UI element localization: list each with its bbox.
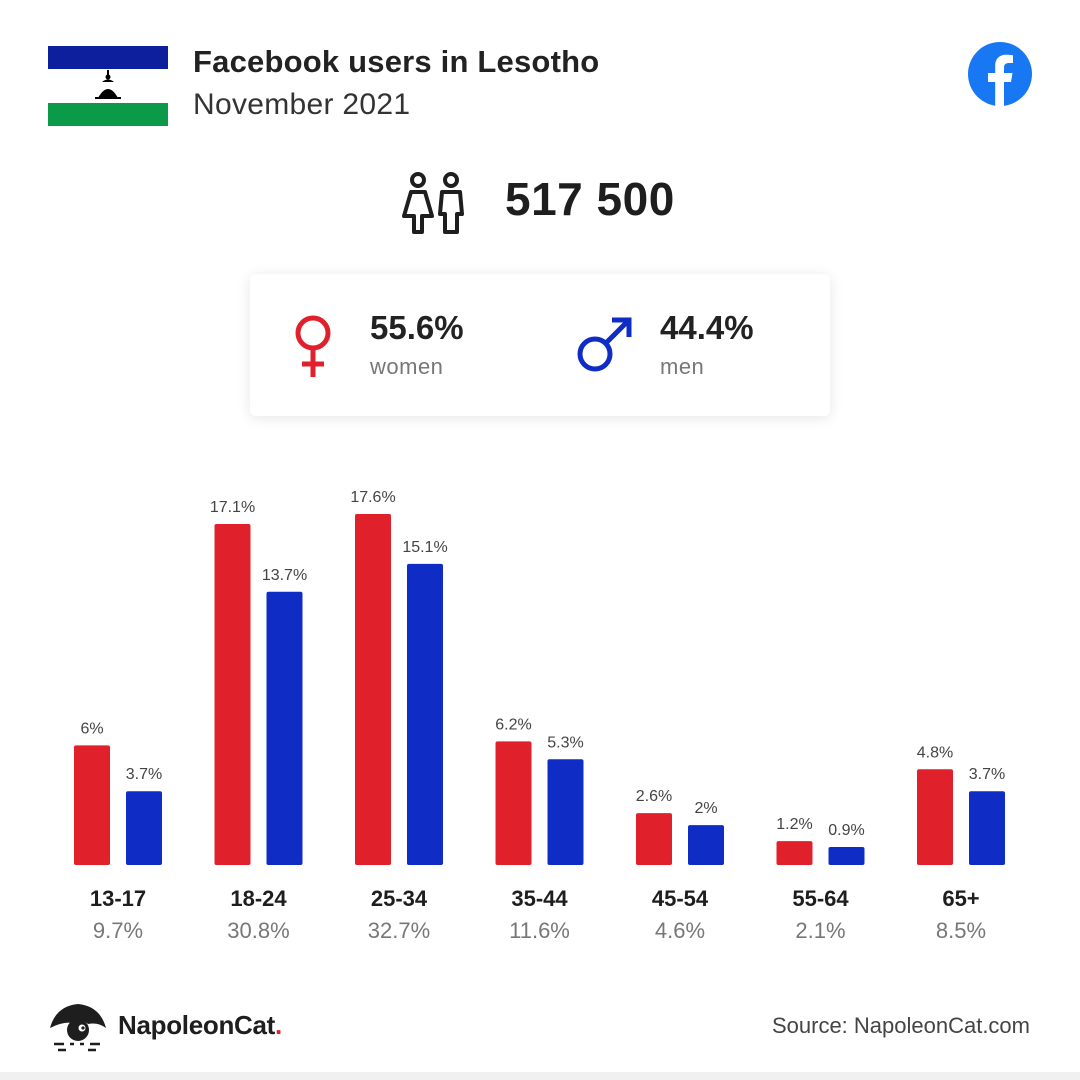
bar-value-label: 5.3% [547,734,583,751]
bar-value-label: 3.7% [969,766,1005,783]
bar-value-label: 1.2% [776,816,812,833]
male-symbol-icon [577,317,632,372]
category-label: 45-54 [652,886,709,911]
bar-value-label: 4.8% [917,744,953,761]
category-total: 8.5% [936,918,986,943]
total-users: 517 500 [505,173,675,225]
category-total: 9.7% [93,918,143,943]
bar-women [636,813,672,865]
category-total: 32.7% [368,918,430,943]
bar-value-label: 6.2% [495,716,531,733]
bar-value-label: 6% [80,720,103,737]
source-text: Source: NapoleonCat.com [771,1013,1030,1038]
category-total: 30.8% [227,918,289,943]
bar-men [266,591,303,865]
category-total: 2.1% [795,918,845,943]
bar-women [917,769,953,865]
page-subtitle: November 2021 [193,88,411,121]
bar-men [969,791,1005,865]
category-total: 11.6% [509,918,570,943]
female-symbol-icon [295,315,331,377]
bar-value-label: 2% [694,800,717,817]
bar-value-label: 3.7% [126,766,162,783]
gender-card: 55.6% women 44.4% men [250,274,830,416]
men-label: men [660,354,705,379]
women-percentage: 55.6% [370,309,464,346]
brand-name: NapoleonCat [118,1010,276,1040]
category-label: 18-24 [230,886,287,911]
bar-women [776,841,813,865]
bar-women [355,514,391,865]
bar-value-label: 15.1% [402,539,447,556]
napoleoncat-logo-icon [50,1004,106,1052]
bar-value-label: 2.6% [636,788,672,805]
bar-value-label: 17.1% [210,499,255,516]
napoleoncat-brand: NapoleonCat. [118,1010,282,1041]
bar-women [495,741,532,865]
facebook-icon [968,42,1032,106]
bar-men [547,759,584,865]
bar-men [828,847,865,865]
bar-value-label: 0.9% [828,822,864,839]
bar-women [214,523,251,865]
age-chart: 6% 3.7% 13-17 9.7% 17.1% 13.7% 18-24 30.8% 17.6%… [74,489,1005,943]
category-label: 35-44 [511,886,568,911]
brand-dot: . [275,1010,282,1040]
page-title: Facebook users in Lesotho [193,44,600,79]
bar-men [126,791,162,865]
people-icon [402,172,464,234]
bar-value-label: 17.6% [350,489,395,506]
category-label: 65+ [942,886,979,911]
bar-value-label: 13.7% [262,567,307,584]
men-percentage: 44.4% [660,309,754,346]
bottom-strip [0,1072,1080,1080]
category-total: 4.6% [655,918,705,943]
category-label: 25-34 [371,886,428,911]
bar-men [407,563,443,865]
lesotho-flag-icon [48,46,168,126]
women-label: women [370,354,444,379]
bar-women [74,745,110,865]
category-label: 13-17 [90,886,146,911]
category-label: 55-64 [792,886,849,911]
bar-men [688,825,724,865]
